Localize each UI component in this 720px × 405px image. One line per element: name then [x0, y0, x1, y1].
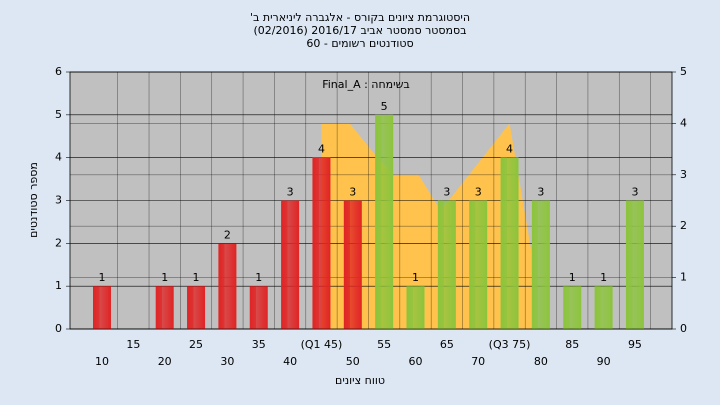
x-tick-label: 15	[126, 338, 140, 351]
y2-tick-label: 5	[680, 65, 687, 78]
value-label: 1	[99, 271, 106, 284]
bar	[625, 200, 644, 329]
bar	[469, 200, 488, 329]
y-tick-label: 6	[55, 65, 62, 78]
x-tick-label: (Q3 75)	[489, 338, 531, 351]
bar	[187, 286, 206, 329]
bar	[437, 200, 456, 329]
bar	[594, 286, 613, 329]
y-tick-label: 4	[55, 151, 62, 164]
x-tick-label: 25	[189, 338, 203, 351]
y2-tick-label: 3	[680, 168, 687, 181]
x-axis-label: טווח ציונים	[335, 374, 385, 387]
y-tick-label: 0	[55, 322, 62, 335]
bar	[375, 114, 394, 329]
chart-subtitle: סטודנטים רשומים - 60	[306, 37, 413, 50]
value-label: 3	[349, 186, 356, 199]
y2-tick-label: 4	[680, 116, 687, 129]
x-tick-label: 60	[409, 355, 423, 368]
value-label: 1	[161, 271, 168, 284]
y-tick-label: 1	[55, 279, 62, 292]
bar	[531, 200, 550, 329]
bar	[218, 243, 237, 329]
value-label: 1	[193, 271, 200, 284]
bar	[343, 200, 362, 329]
value-label: 2	[224, 228, 231, 241]
value-label: 1	[412, 271, 419, 284]
y2-tick-label: 2	[680, 219, 687, 232]
x-tick-label: 30	[220, 355, 234, 368]
bar	[281, 200, 300, 329]
chart-subtitle: בסמסטר סמסטר אביב 2016/17 (02/2016)	[253, 24, 466, 37]
value-label: 1	[569, 271, 576, 284]
x-tick-label: 70	[471, 355, 485, 368]
x-tick-label: 65	[440, 338, 454, 351]
value-label: 1	[600, 271, 607, 284]
y2-tick-label: 1	[680, 271, 687, 284]
bar	[155, 286, 174, 329]
bar	[93, 286, 111, 329]
value-label: 3	[287, 186, 294, 199]
bar	[406, 286, 425, 329]
y-tick-label: 2	[55, 236, 62, 249]
x-tick-label: 80	[534, 355, 548, 368]
bar	[312, 157, 331, 329]
value-label: 3	[631, 186, 638, 199]
value-label: 3	[475, 186, 482, 199]
x-tick-label: 85	[565, 338, 579, 351]
y-tick-label: 3	[55, 194, 62, 207]
y2-tick-label: 0	[680, 322, 687, 335]
bar	[563, 286, 582, 329]
x-tick-label: 20	[158, 355, 172, 368]
annotation: בשימחה : Final_A	[322, 78, 410, 91]
y-tick-label: 5	[55, 108, 62, 121]
bar	[500, 157, 519, 329]
x-tick-label: 50	[346, 355, 360, 368]
x-tick-label: 40	[283, 355, 297, 368]
x-tick-label: 35	[252, 338, 266, 351]
value-label: 4	[318, 143, 325, 156]
x-tick-label: 55	[377, 338, 391, 351]
value-label: 3	[537, 186, 544, 199]
value-label: 4	[506, 143, 513, 156]
x-tick-label: (Q1 45)	[301, 338, 343, 351]
value-label: 1	[255, 271, 262, 284]
value-label: 5	[381, 100, 388, 113]
bar	[249, 286, 268, 329]
chart-title: היסטוגרמת ציונים בקורס - אלגברה ליניארית…	[250, 11, 470, 24]
x-tick-label: 10	[95, 355, 109, 368]
y-axis-label: מספר סטודנטים	[27, 162, 40, 238]
x-tick-label: 95	[628, 338, 642, 351]
x-tick-label: 90	[597, 355, 611, 368]
value-label: 3	[443, 186, 450, 199]
